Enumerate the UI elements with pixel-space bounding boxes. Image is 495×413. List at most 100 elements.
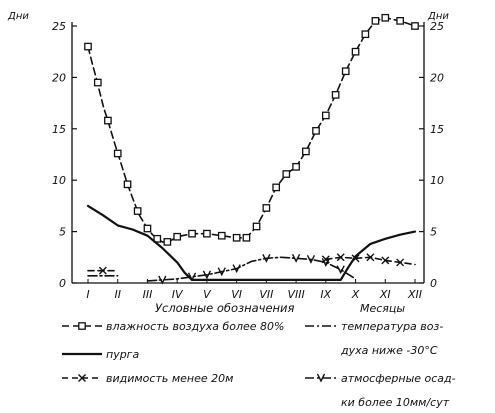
x-axis-title: Месяцы [360,302,405,315]
square-marker [411,22,419,30]
series-1 [84,13,419,246]
square-marker [123,180,132,189]
v-marker [232,264,241,274]
v-marker-stroke [232,264,241,274]
x-marker-stroke [366,253,375,262]
x-marker-stroke [336,253,345,262]
square-marker [242,233,251,242]
square-marker [331,91,340,99]
v-marker [321,258,330,268]
y-tick-label-left: 5 [59,226,66,239]
x-tick-label: XII [407,288,422,301]
square-marker [232,233,241,242]
square-marker [302,147,310,156]
y-tick-label-left: 20 [52,71,66,84]
x-marker [78,374,86,382]
legend-item-4: температура воз-духа ниже -30°C [305,320,443,357]
x-marker-stroke [396,258,405,267]
square-marker [153,234,162,243]
v-marker-stroke [306,255,316,264]
chart-series [84,13,419,285]
series-3 [87,253,416,275]
legend-item-3: видимость менее 20м [62,372,233,385]
legend-label: температура воз- [341,320,443,333]
x-tick-label: VIII [287,288,304,301]
v-marker [262,254,271,263]
v-marker [316,373,326,383]
square-marker [272,183,281,192]
y-axis-unit-right: Дни [427,11,449,22]
legend-item-2: пурга [62,348,139,361]
square-marker [351,47,360,56]
x-tick-label: V [203,288,212,301]
x-tick-label: VII [259,288,273,301]
square-marker [78,322,86,330]
legend-label: видимость менее 20м [106,372,233,385]
series-line [146,256,357,282]
x-tick-label: X [351,288,360,301]
square-marker [396,17,404,25]
square-marker [321,111,330,120]
v-marker-stroke [262,254,271,263]
square-marker [113,149,122,158]
square-marker [173,232,182,241]
series-line [86,204,417,281]
square-marker [292,162,300,171]
square-marker [371,17,380,25]
y-tick-label-right: 15 [430,123,444,136]
square-marker [341,67,350,76]
y-tick-label-right: 20 [430,71,444,84]
x-marker-stroke [78,374,86,382]
x-marker [98,266,107,275]
x-tick-label: III [143,288,153,301]
x-marker [351,254,360,263]
x-tick-label: I [86,288,89,301]
x-tick-label: VI [231,288,242,301]
v-marker-stroke [291,254,301,263]
square-marker [312,127,320,135]
x-tick-label: II [114,288,121,301]
square-marker [133,207,142,215]
square-marker [84,42,92,51]
x-marker-stroke [351,254,360,263]
square-marker [361,30,370,39]
v-marker [202,270,212,280]
x-marker [381,256,390,265]
x-marker [336,253,345,262]
y-tick-label-left: 0 [59,277,66,290]
v-marker-stroke [158,275,167,285]
y-tick-label-left: 25 [52,20,66,33]
v-marker-stroke [316,373,326,383]
square-marker [203,229,211,238]
legend-item-5: атмосферные осад-ки более 10мм/сут [305,372,456,409]
square-marker [188,229,196,238]
y-tick-label-right: 25 [430,20,444,33]
square-marker [143,224,152,233]
square-marker [104,116,112,125]
v-marker-stroke [336,265,345,275]
v-marker [187,272,197,282]
square-marker [262,204,271,212]
v-marker-stroke [321,258,330,268]
v-marker-stroke [217,267,226,277]
legend-title: Условные обозначения [155,301,295,315]
x-marker-stroke [381,256,390,265]
x-tick-label: IV [172,288,184,301]
legend-item-1: влажность воздуха более 80% [62,320,284,333]
v-marker [291,254,301,263]
legend-label: духа ниже -30°C [340,344,438,357]
square-marker [163,238,172,246]
y-tick-label-left: 10 [52,174,66,187]
v-marker-stroke [187,272,197,282]
v-marker [336,265,345,275]
y-tick-label-right: 10 [430,174,444,187]
v-marker [158,275,167,285]
y-tick-label-right: 5 [430,226,437,239]
x-marker [366,253,375,262]
series-2 [86,204,417,281]
square-marker [252,222,261,231]
series-5 [146,254,357,285]
x-tick-label: XI [379,288,391,301]
